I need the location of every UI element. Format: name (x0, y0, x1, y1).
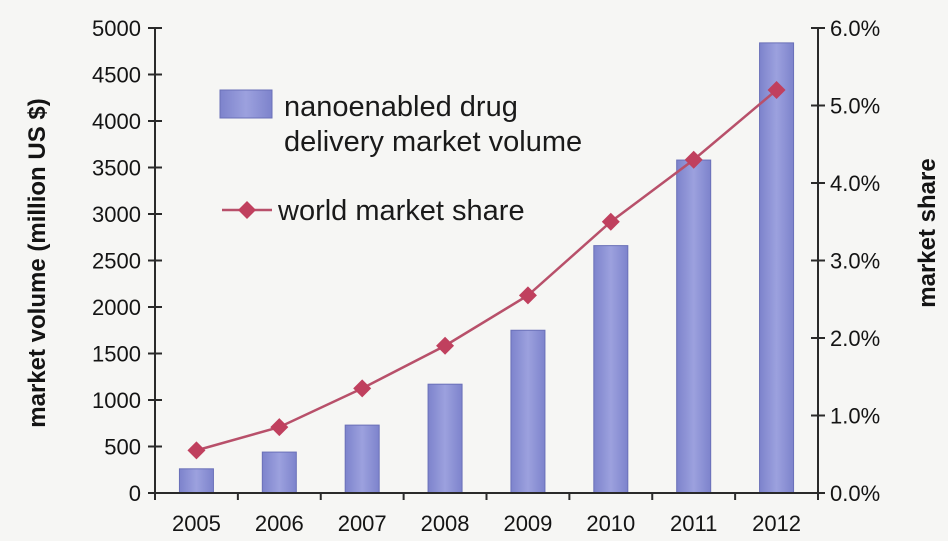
bar-2005 (178, 468, 214, 494)
x-tick-label: 2012 (752, 511, 801, 536)
x-tick-label: 2006 (255, 511, 304, 536)
y2-tick-label: 3.0% (830, 249, 880, 274)
market-share-point-2009 (518, 286, 537, 305)
y-tick-label: 0 (129, 481, 141, 506)
bar-2006 (261, 451, 297, 494)
market-share-point-2006 (270, 418, 289, 437)
legend-label-bars: nanoenabled drug delivery market volume (284, 91, 582, 158)
x-tick-label: 2010 (586, 511, 635, 536)
y2-axis-title: market share (914, 158, 941, 307)
y2-tick-label: 6.0% (830, 16, 880, 41)
bar-2009 (510, 329, 546, 494)
legend-label-bars-line1: nanoenabled drug (284, 91, 518, 123)
bar-series (178, 42, 795, 494)
market-share-line (196, 89, 778, 452)
market-share-point-2008 (436, 336, 455, 355)
legend: nanoenabled drug delivery market volume … (219, 89, 582, 227)
y-tick-label: 4500 (92, 63, 141, 88)
legend-bar-swatch (219, 89, 273, 119)
legend-label-bars-line2: delivery market volume (284, 126, 582, 158)
market-share-point-2007 (353, 379, 372, 398)
legend-line-marker (238, 201, 256, 219)
y-tick-label: 500 (104, 435, 141, 460)
x-tick-label: 2005 (172, 511, 221, 536)
bar-2008 (427, 383, 463, 494)
market-share-point-2005 (187, 441, 206, 460)
market-share-point-2012 (767, 81, 786, 99)
bar-2010 (593, 245, 629, 494)
y-tick-label: 2500 (92, 249, 141, 274)
y-tick-label: 4000 (92, 109, 141, 134)
market-share-point-2011 (684, 150, 703, 169)
legend-label-line: world market share (277, 195, 525, 227)
bar-2011 (676, 159, 712, 494)
x-tick-label: 2011 (670, 511, 717, 536)
x-tick-label: 2008 (421, 511, 470, 536)
y-tick-label: 5000 (92, 16, 141, 41)
bar-2012 (759, 42, 795, 494)
y2-tick-label: 0.0% (830, 481, 880, 506)
y2-tick-label: 1.0% (830, 404, 880, 429)
axes (148, 27, 825, 500)
y2-tick-label: 2.0% (830, 326, 880, 351)
tick-labels: 0 500 1000 1500 2000 2500 3000 3500 4000 4500 5000… (92, 16, 880, 536)
x-tick-label: 2007 (338, 511, 387, 536)
y-tick-label: 2000 (92, 295, 141, 320)
y2-tick-label: 4.0% (830, 171, 880, 196)
y-tick-label: 3500 (92, 156, 141, 181)
x-tick-label: 2009 (503, 511, 552, 536)
y-tick-label: 3000 (92, 202, 141, 227)
y-tick-label: 1000 (92, 388, 141, 413)
bar-2007 (344, 424, 380, 494)
market-share-point-2010 (601, 212, 620, 231)
line-series (187, 81, 786, 460)
y-tick-label: 1500 (92, 342, 141, 367)
y2-tick-label: 5.0% (830, 94, 880, 119)
y-axis-title: market volume (million US $) (24, 98, 51, 427)
